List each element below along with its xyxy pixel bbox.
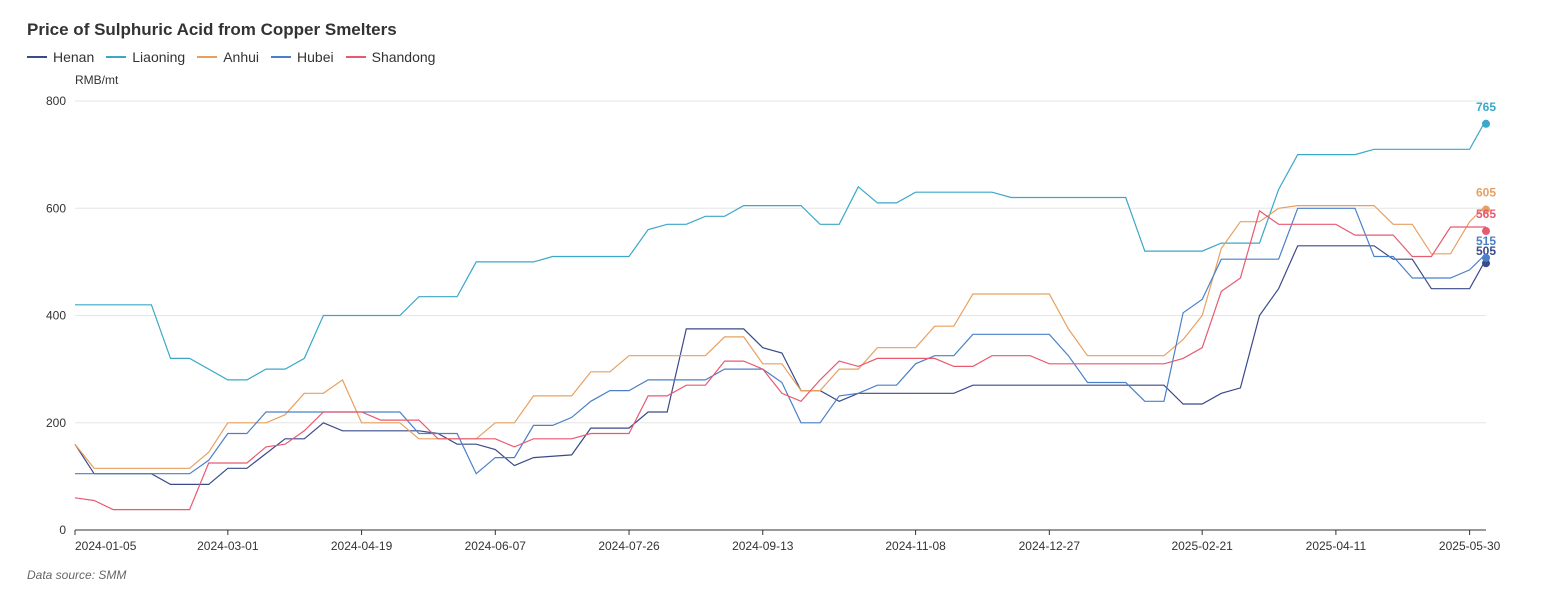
legend-swatch (27, 56, 47, 58)
legend-swatch (345, 56, 366, 58)
legend-label: Hubei (297, 49, 334, 65)
series-line-liaoning (75, 119, 1487, 381)
series-line-shandong (74, 209, 1486, 511)
data-source: Data source: SMM (27, 568, 127, 582)
end-label-hubei: 515 (1476, 234, 1496, 248)
x-tick-label: 2024-12-27 (1019, 539, 1081, 553)
y-tick-label: 400 (46, 309, 66, 323)
chart-title: Price of Sulphuric Acid from Copper Smel… (27, 20, 397, 39)
x-axis: 2024-01-05 2024-03-01 2024-04-19 2024-06-07… (74, 529, 1501, 553)
y-tick-label: 200 (46, 416, 66, 430)
y-tick-label: 800 (46, 94, 66, 108)
grid-lines (75, 100, 1486, 424)
end-label-henan: 505 (1476, 244, 1496, 258)
legend: Henan Liaoning Anhui Hubei Shandong (27, 49, 447, 65)
x-tick-label: 2024-11-08 (885, 539, 946, 553)
x-tick-label: 2024-01-05 (75, 539, 137, 553)
y-tick-label: 0 (59, 523, 66, 537)
legend-item-henan[interactable]: Henan (27, 49, 94, 65)
legend-label: Henan (53, 49, 95, 65)
end-label-liaoning: 765 (1476, 100, 1496, 114)
end-marker-hubei (1482, 253, 1490, 262)
x-tick-label: 2025-05-30 (1439, 539, 1501, 553)
series-line-henan (74, 245, 1487, 485)
legend-item-hubei[interactable]: Hubei (271, 49, 334, 65)
end-marker-shandong (1482, 227, 1490, 236)
end-marker-liaoning (1482, 119, 1490, 128)
x-tick-label: 2025-04-11 (1306, 539, 1367, 553)
y-axis-ticks: 0 200 400 600 800 (46, 94, 66, 537)
legend-item-anhui[interactable]: Anhui (197, 49, 259, 65)
legend-item-liaoning[interactable]: Liaoning (106, 49, 185, 65)
legend-swatch (106, 56, 127, 58)
end-marker-anhui (1482, 205, 1490, 214)
legend-label: Shandong (371, 49, 436, 65)
series-lines (74, 119, 1487, 511)
y-tick-label: 600 (46, 201, 66, 215)
x-tick-label: 2025-02-21 (1171, 539, 1233, 553)
end-markers: 505 765 605 515 565 (1476, 100, 1496, 268)
series-line-anhui (74, 205, 1487, 469)
legend-swatch (271, 56, 292, 58)
series-line-hubei (75, 207, 1487, 475)
end-label-anhui: 605 (1476, 186, 1496, 200)
legend-label: Liaoning (132, 49, 186, 65)
x-tick-label: 2024-04-19 (331, 539, 393, 553)
x-tick-label: 2024-07-26 (598, 539, 660, 553)
legend-item-shandong[interactable]: Shandong (345, 49, 436, 65)
legend-label: Anhui (223, 49, 260, 65)
x-tick-label: 2024-09-13 (732, 539, 794, 553)
x-tick-label: 2024-03-01 (197, 539, 259, 553)
y-axis-label: RMB/mt (75, 73, 119, 87)
end-label-shandong: 565 (1476, 207, 1496, 221)
x-tick-label: 2024-06-07 (465, 539, 527, 553)
legend-swatch (197, 56, 218, 58)
